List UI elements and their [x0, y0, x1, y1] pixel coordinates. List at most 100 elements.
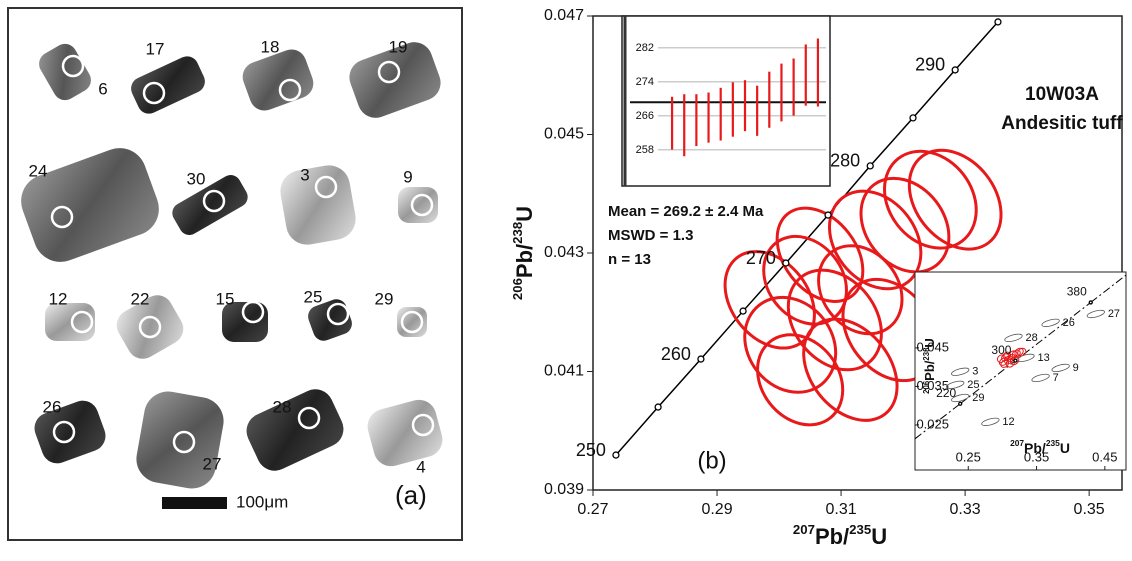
y-tick-label: 0.025 — [916, 416, 949, 431]
zircon-grain — [45, 303, 95, 341]
inset-ellipse — [1009, 356, 1020, 366]
axis-label-element: U — [512, 206, 537, 222]
age-marker — [909, 114, 917, 122]
grain-label: 19 — [389, 37, 408, 56]
spot-ring — [202, 189, 226, 213]
grain-label: 29 — [972, 392, 984, 404]
grain-label: 3 — [972, 366, 978, 378]
axis-label: 206Pb/238U — [922, 338, 938, 394]
x-tick-label: 0.31 — [825, 501, 856, 518]
age-marker — [739, 307, 747, 315]
axis-label-mass: 207 — [1010, 438, 1024, 448]
grain-label: 24 — [29, 161, 48, 180]
age-label: 290 — [915, 55, 945, 75]
error-ellipse — [907, 148, 1003, 251]
age-label: 250 — [576, 440, 606, 460]
grain-label: 27 — [1108, 308, 1120, 320]
grain-label: 17 — [146, 39, 165, 58]
y-tick-label: 0.035 — [916, 378, 949, 393]
error-ellipse — [827, 189, 923, 291]
grain-label: 22 — [131, 289, 150, 308]
concordia-extension — [914, 403, 961, 440]
y-tick-label: 0.043 — [544, 244, 584, 261]
panel-label: (b) — [697, 447, 726, 474]
scale-label: 100μm — [236, 492, 288, 511]
axis-label-element: Pb/ — [512, 244, 537, 278]
y-tick-label: 0.045 — [544, 126, 584, 143]
age-marker — [1013, 358, 1018, 363]
axis-label-mass: 206 — [510, 278, 525, 300]
age-marker — [654, 403, 662, 411]
grain-label: 30 — [187, 169, 206, 188]
axis-label: 207Pb/235U — [1010, 438, 1070, 455]
zircon-grain — [136, 391, 224, 489]
grain-label: 27 — [203, 454, 222, 473]
grain-label: 12 — [1002, 416, 1014, 428]
grain-label: 12 — [49, 289, 68, 308]
error-ellipse — [775, 206, 865, 303]
panel-label: (a) — [395, 480, 427, 510]
y-tick-label: 0.041 — [544, 363, 584, 380]
spot-ring — [50, 205, 74, 229]
axis-label-mass: 235 — [1046, 438, 1060, 448]
spot-ring — [278, 78, 302, 102]
age-marker — [697, 355, 705, 363]
axis-label: 206Pb/238U — [510, 206, 537, 300]
grain-label: 3 — [300, 165, 309, 184]
grain-ellipse — [1004, 333, 1023, 342]
age-marker — [1088, 300, 1093, 305]
grain-label: 28 — [273, 397, 292, 416]
x-tick-label: 0.35 — [1024, 449, 1049, 464]
error-ellipse — [817, 244, 904, 336]
grain-ellipse — [1041, 318, 1060, 327]
grain-label: 9 — [403, 167, 412, 186]
y-tick-label: 274 — [636, 76, 654, 88]
spot-ring — [314, 175, 338, 199]
error-ellipse — [883, 149, 978, 250]
error-ellipse — [756, 333, 845, 427]
axis-label-element: Pb/ — [922, 360, 937, 381]
zircon-grain — [21, 148, 159, 262]
grain-ellipse — [946, 380, 965, 389]
grain-label: 18 — [261, 37, 280, 56]
inset-ellipse — [1000, 359, 1010, 368]
grain-label: 13 — [1037, 352, 1049, 364]
spot-ring — [142, 81, 166, 105]
axis-label: 207Pb/235U — [793, 522, 887, 549]
stats-text: n = 13 — [608, 251, 651, 268]
axis-label-mass: 206 — [922, 380, 931, 394]
zircon-grain — [172, 175, 248, 235]
stats-text: MSWD = 1.3 — [608, 227, 693, 244]
y-tick-label: 258 — [636, 144, 654, 156]
age-marker — [958, 401, 963, 406]
zircon-grain — [34, 400, 106, 464]
age-marker — [866, 162, 874, 170]
x-tick-label: 0.35 — [1074, 501, 1105, 518]
axis-label-mass: 238 — [922, 347, 931, 361]
spot-ring — [52, 420, 76, 444]
y-tick-label: 0.047 — [544, 7, 584, 24]
x-tick-label: 0.45 — [1092, 449, 1117, 464]
spot-ring — [377, 60, 401, 84]
grain-label: 25 — [967, 379, 979, 391]
spot-ring — [241, 300, 265, 324]
grain-ellipse — [1031, 373, 1050, 383]
grain-label: 6 — [98, 79, 107, 98]
x-tick-label: 0.29 — [701, 501, 732, 518]
plot-frame — [914, 271, 1127, 471]
grain-label: 29 — [375, 289, 394, 308]
zircon-grain — [222, 302, 268, 342]
axis-label-mass: 238 — [510, 222, 525, 244]
grain-label: 4 — [416, 457, 425, 476]
spot-ring — [400, 310, 424, 334]
grain-ellipse — [951, 367, 970, 376]
axis-label-mass: 207 — [793, 522, 815, 537]
spot-ring — [411, 413, 435, 437]
grain-label: 9 — [1073, 362, 1079, 374]
spot-ring — [297, 406, 321, 430]
y-tick-label: 0.039 — [544, 481, 584, 498]
x-tick-label: 0.25 — [956, 449, 981, 464]
inset-ellipse — [1017, 347, 1027, 357]
y-tick-label: 0.045 — [916, 339, 949, 354]
